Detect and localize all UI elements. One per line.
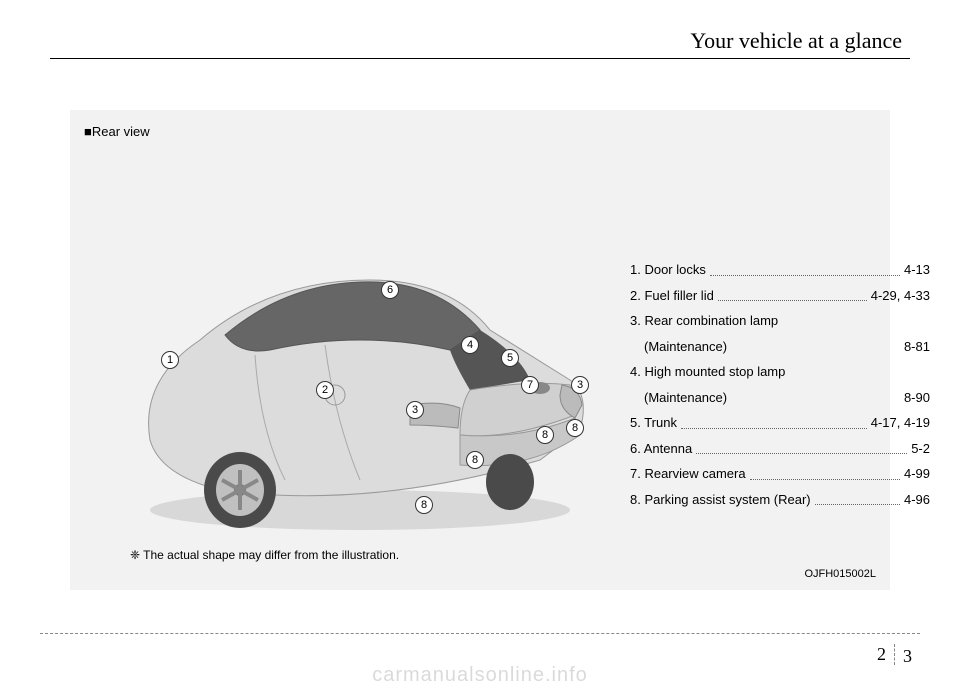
page-page: 3 xyxy=(899,646,912,667)
watermark: carmanualsonline.info xyxy=(372,664,588,687)
legend-sub: (Maintenance) 8-90 xyxy=(630,388,930,408)
image-code: OJFH015002L xyxy=(804,568,876,580)
callout-2: 2 xyxy=(316,381,334,399)
callout-3: 3 xyxy=(571,376,589,394)
legend-item: 6. Antenna 5-2 xyxy=(630,439,930,459)
callout-6: 6 xyxy=(381,281,399,299)
legend-item: 1. Door locks 4-13 xyxy=(630,260,930,280)
callout-8: 8 xyxy=(536,426,554,444)
legend-item: 7. Rearview camera 4-99 xyxy=(630,464,930,484)
footer-divider xyxy=(40,633,920,634)
legend-item: 2. Fuel filler lid 4-29, 4-33 xyxy=(630,286,930,306)
callout-7: 7 xyxy=(521,376,539,394)
page-number: 2 3 xyxy=(877,646,912,667)
callout-1: 1 xyxy=(161,351,179,369)
legend-item: 4. High mounted stop lamp xyxy=(630,362,930,382)
header-rule xyxy=(50,58,910,59)
callout-8: 8 xyxy=(415,496,433,514)
header-title: Your vehicle at a glance xyxy=(682,28,910,54)
legend-item: 8. Parking assist system (Rear) 4-96 xyxy=(630,490,930,510)
car-svg xyxy=(110,180,610,540)
callout-5: 5 xyxy=(501,349,519,367)
page-section: 2 xyxy=(877,644,895,665)
car-illustration: 123345678888 xyxy=(110,180,610,540)
figure-note: ❈ The actual shape may differ from the i… xyxy=(130,548,399,562)
callout-4: 4 xyxy=(461,336,479,354)
legend-sub: (Maintenance) 8-81 xyxy=(630,337,930,357)
legend-item: 3. Rear combination lamp xyxy=(630,311,930,331)
view-label: ■Rear view xyxy=(84,124,150,139)
legend-list: 1. Door locks 4-13 2. Fuel filler lid 4-2… xyxy=(630,260,930,515)
callout-8: 8 xyxy=(566,419,584,437)
figure-box: ■Rear view xyxy=(70,110,890,590)
callout-8: 8 xyxy=(466,451,484,469)
legend-item: 5. Trunk 4-17, 4-19 xyxy=(630,413,930,433)
callout-3: 3 xyxy=(406,401,424,419)
